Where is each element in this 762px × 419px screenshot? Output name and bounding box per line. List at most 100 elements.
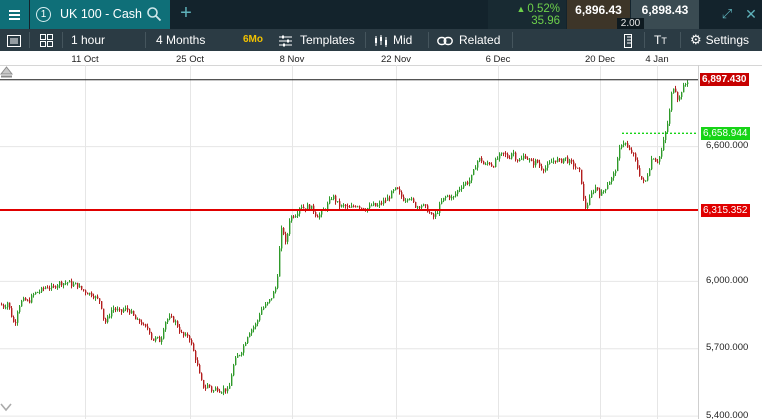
range-badge[interactable]: 6Mo [243, 34, 263, 45]
candle-body-down [353, 205, 355, 207]
candle-body-down [641, 175, 643, 180]
candle-body-up [523, 155, 525, 159]
candle-body-down [29, 300, 31, 303]
candle-body-up [333, 195, 335, 200]
candle-body-down [489, 162, 491, 165]
candle-body-up [595, 187, 597, 192]
candle-body-up [19, 306, 21, 312]
candle-body-up [477, 161, 479, 168]
candle-body-down [493, 166, 495, 168]
candle-body-up [31, 295, 33, 303]
candle-body-down [631, 149, 633, 153]
candle-body-down [189, 336, 191, 340]
candle-body-down [543, 169, 545, 171]
candle-body-up [21, 300, 23, 307]
templates-button[interactable]: Templates [279, 29, 355, 51]
date-tick-label: 20 Dec [584, 54, 616, 65]
candle-body-down [121, 309, 123, 312]
candle-body-up [587, 205, 589, 209]
scroll-to-latest-icon[interactable] [0, 66, 13, 78]
candle-body-up [311, 205, 313, 209]
date-tick-label: 6 Dec [485, 54, 511, 65]
candle-body-down [285, 233, 287, 242]
candle-body-up [79, 285, 81, 288]
text-size-button[interactable]: TT [654, 29, 667, 51]
candle-body-up [57, 285, 59, 288]
candle-body-up [647, 175, 649, 181]
gear-icon: ⚙ [690, 32, 702, 47]
toolbar-divider [428, 32, 429, 48]
candle-body-down [97, 296, 99, 299]
drawing-tools-button[interactable] [622, 29, 634, 51]
menu-button[interactable] [0, 0, 29, 29]
search-icon[interactable] [146, 6, 162, 22]
candle-body-up [551, 161, 553, 163]
candle-body-up [613, 173, 615, 178]
candle-body-down [345, 204, 347, 207]
candle-body-up [327, 203, 329, 210]
candle-body-up [479, 158, 481, 162]
toolbar-divider [29, 32, 30, 48]
candle-body-up [661, 150, 663, 157]
top-bar: 1 UK 100 - Cash + ▲ 0.52% 35.96 6,896.43 … [0, 0, 762, 29]
price-type-select[interactable]: Mid [374, 29, 412, 51]
candle-body-up [609, 181, 611, 185]
candle-body-up [351, 205, 353, 208]
add-tab-plus-icon[interactable]: + [180, 2, 192, 24]
candle-body-down [91, 292, 93, 296]
candle-body-up [255, 323, 257, 328]
candle-body-down [419, 206, 421, 208]
candle-body-up [287, 234, 289, 242]
candle-body-down [13, 316, 15, 323]
candle-body-up [235, 357, 237, 366]
candle-body-down [509, 158, 511, 160]
chevron-down-icon[interactable] [0, 402, 12, 412]
candle-body-up [601, 191, 603, 196]
price-tick-label: 5,400.000 [706, 409, 749, 419]
candle-body-up [519, 159, 521, 162]
candle-body-up [457, 190, 459, 194]
candle-body-up [391, 191, 393, 199]
candle-body-down [335, 195, 337, 202]
candle-body-up [683, 84, 685, 93]
instrument-tab[interactable]: 1 UK 100 - Cash [30, 0, 170, 29]
grid-layout-button[interactable] [40, 29, 53, 51]
candle-body-up [591, 192, 593, 198]
candle-body-up [169, 316, 171, 320]
candle-body-up [137, 319, 139, 321]
price-chart[interactable]: 11 Oct 25 Oct 8 Nov 22 Nov 6 Dec 20 Dec 4 Jan … [0, 51, 762, 419]
candle-body-down [211, 386, 213, 392]
candle-body-down [93, 295, 95, 298]
expand-icon[interactable]: ⤢ [721, 6, 733, 21]
candle-body-down [677, 92, 679, 100]
date-axis-strip [0, 51, 762, 65]
settings-button[interactable]: ⚙ Settings [690, 29, 749, 51]
candles-icon [375, 34, 387, 47]
candle-body-up [373, 203, 375, 206]
support-level-tag: 6,315.352 [701, 204, 750, 218]
candle-body-down [225, 388, 227, 392]
interval-select[interactable]: 1 hour [71, 33, 106, 47]
chart-canvas[interactable] [0, 51, 762, 419]
candle-body-down [637, 159, 639, 169]
candle-body-up [529, 159, 531, 161]
candle-body-up [451, 197, 453, 199]
toolbar-divider [512, 32, 513, 48]
current-price-tag: 6,897.430 [700, 73, 749, 87]
candle-body-up [685, 84, 687, 86]
candle-body-down [193, 343, 195, 352]
candle-body-down [181, 331, 183, 333]
range-select[interactable]: 4 Months [156, 33, 206, 47]
candle-body-up [623, 143, 625, 146]
related-button[interactable]: Related [437, 29, 500, 51]
close-icon[interactable]: ✕ [745, 6, 757, 22]
candle-body-down [507, 154, 509, 159]
candle-body-up [435, 213, 437, 217]
candle-body-down [483, 161, 485, 165]
candle-body-down [531, 159, 533, 162]
candle-body-up [5, 307, 7, 309]
layout-list-button[interactable] [7, 29, 21, 51]
sell-price-button[interactable]: 6,896.43 [567, 0, 630, 29]
candle-body-up [377, 205, 379, 207]
candle-body-up [265, 304, 267, 308]
